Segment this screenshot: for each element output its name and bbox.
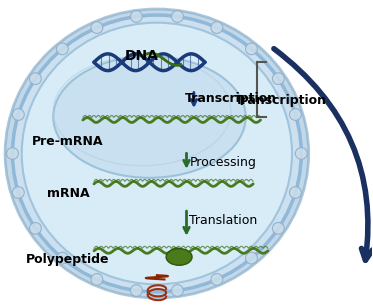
Text: Transcription: Transcription (185, 92, 277, 105)
Ellipse shape (91, 274, 103, 285)
Ellipse shape (272, 73, 284, 84)
Ellipse shape (295, 148, 307, 159)
Ellipse shape (53, 56, 246, 178)
FancyArrowPatch shape (274, 49, 373, 260)
Ellipse shape (166, 249, 192, 265)
Ellipse shape (289, 109, 301, 120)
Ellipse shape (289, 187, 301, 198)
Ellipse shape (56, 252, 68, 264)
Ellipse shape (29, 73, 41, 84)
Ellipse shape (29, 223, 41, 234)
Ellipse shape (172, 285, 184, 296)
Ellipse shape (172, 11, 184, 22)
Text: Polypeptide: Polypeptide (26, 254, 110, 266)
Ellipse shape (7, 148, 18, 159)
Text: Pre-mRNA: Pre-mRNA (32, 135, 104, 148)
Ellipse shape (12, 109, 24, 120)
Ellipse shape (245, 252, 257, 264)
Text: Translation: Translation (189, 214, 258, 227)
Ellipse shape (245, 43, 257, 55)
Ellipse shape (131, 285, 142, 296)
Text: Transcription: Transcription (235, 94, 327, 107)
Ellipse shape (13, 15, 301, 292)
Ellipse shape (272, 223, 284, 234)
Text: Processing: Processing (190, 156, 257, 169)
Ellipse shape (56, 43, 68, 55)
Text: mRNA: mRNA (47, 187, 90, 200)
Ellipse shape (131, 11, 142, 22)
Ellipse shape (91, 22, 103, 33)
Text: DNA: DNA (125, 49, 159, 63)
Ellipse shape (5, 9, 309, 298)
Ellipse shape (22, 23, 292, 284)
Ellipse shape (211, 274, 223, 285)
Ellipse shape (211, 22, 223, 33)
Ellipse shape (12, 187, 24, 198)
